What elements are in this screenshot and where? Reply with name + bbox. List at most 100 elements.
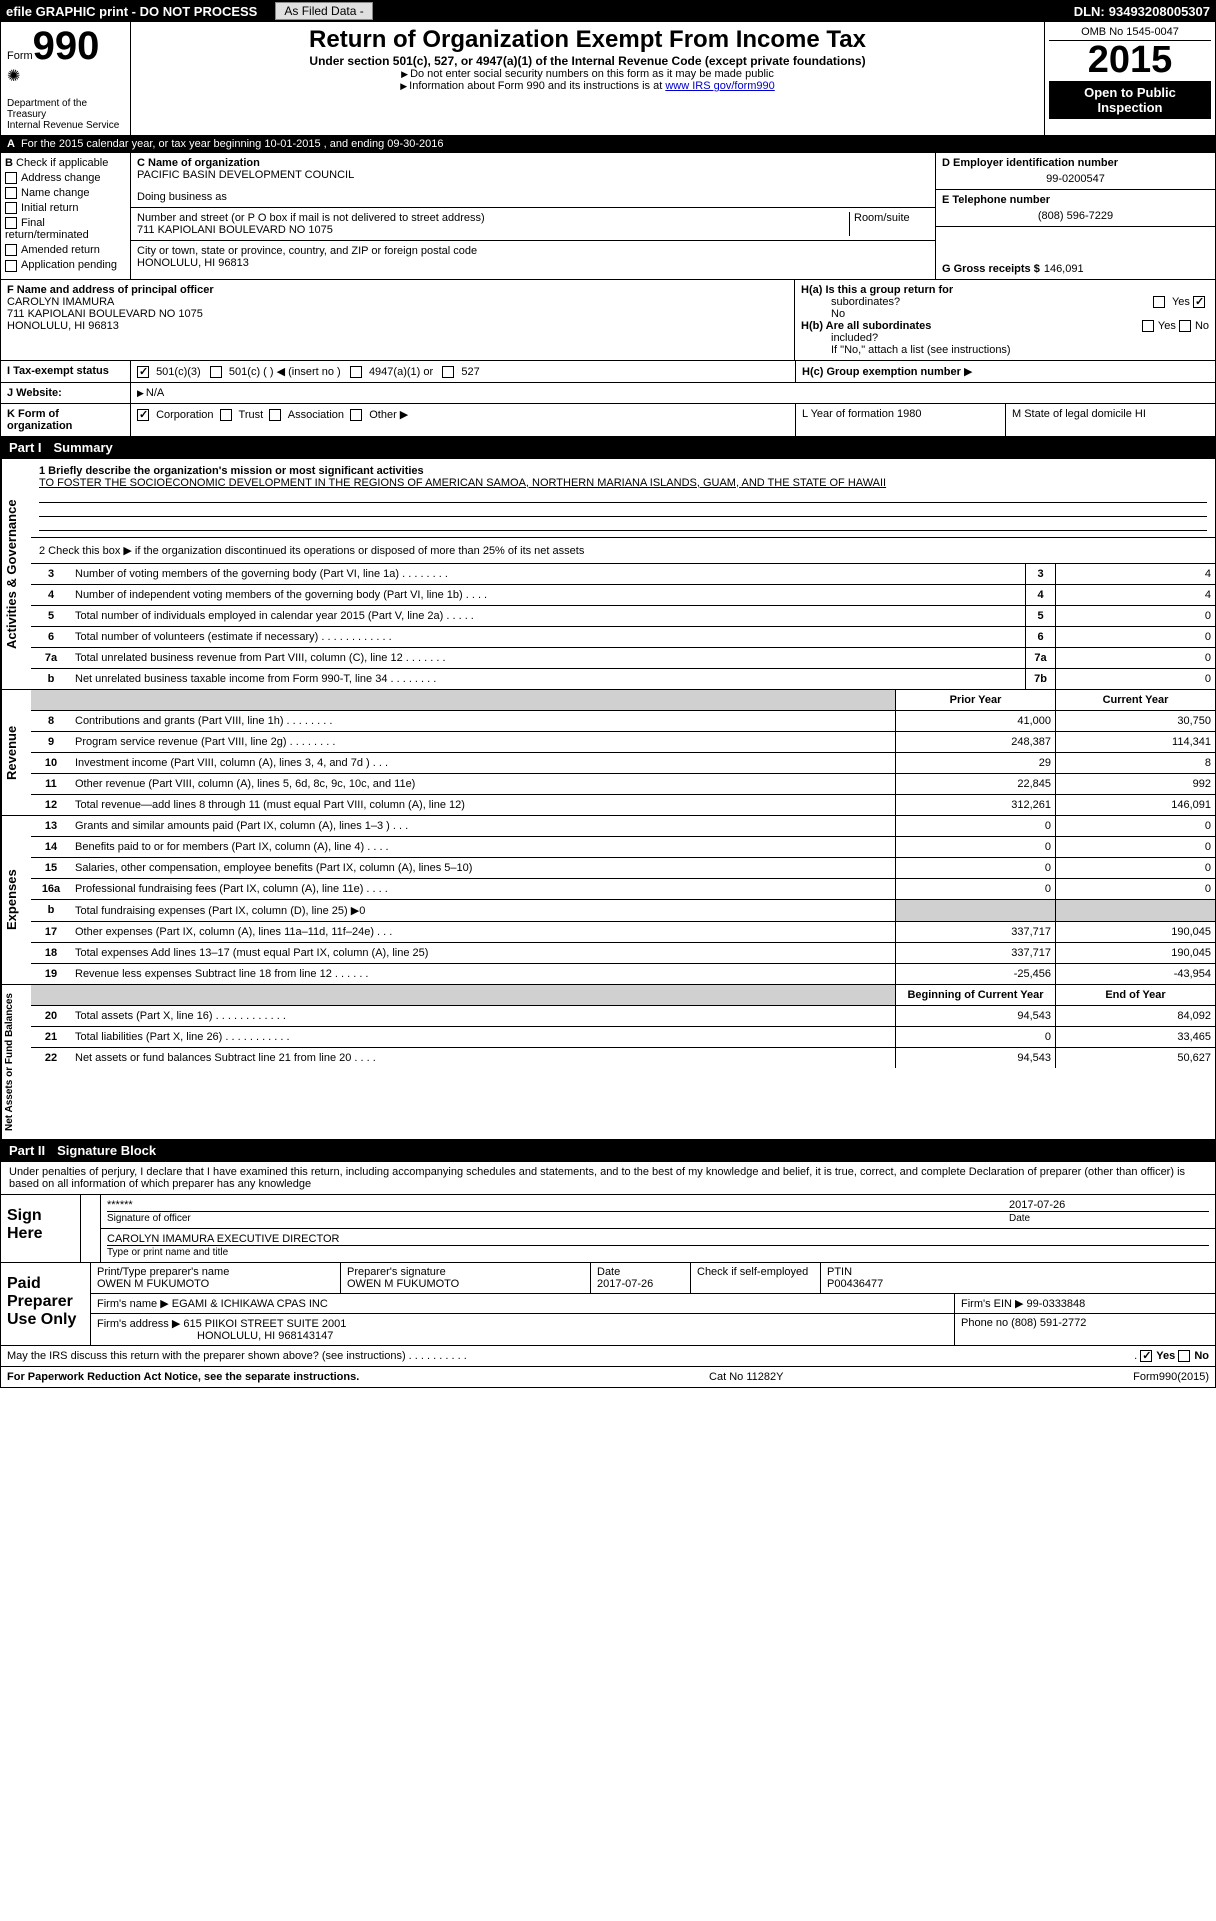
formorg-row: K Form of organization Corporation Trust… — [0, 404, 1216, 437]
preparer-block: Paid Preparer Use Only Print/Type prepar… — [0, 1263, 1216, 1346]
section-b: B Check if applicable Address change Nam… — [1, 153, 131, 279]
hb-note: If "No," attach a list (see instructions… — [801, 344, 1209, 356]
ha-sub: subordinates? — [831, 296, 900, 308]
k-assoc: Association — [288, 409, 344, 421]
footer-mid: Cat No 11282Y — [709, 1371, 783, 1383]
b-opt-1: Name change — [21, 187, 90, 199]
summary-line: 11Other revenue (Part VIII, column (A), … — [31, 774, 1215, 795]
revenue-section: Revenue Prior Year Current Year 8Contrib… — [0, 690, 1216, 816]
warn-2-pre: Information about Form 990 and its instr… — [409, 80, 665, 92]
activities-vert-label: Activities & Governance — [1, 459, 31, 689]
summary-line: 19Revenue less expenses Subtract line 18… — [31, 964, 1215, 984]
k-trust: Trust — [239, 409, 264, 421]
summary-line: 18Total expenses Add lines 13–17 (must e… — [31, 943, 1215, 964]
prep-sig-label: Preparer's signature — [347, 1266, 584, 1278]
b-opt-5: Application pending — [21, 259, 117, 271]
end-year-header: End of Year — [1055, 985, 1215, 1005]
activities-section: Activities & Governance 1 Briefly descri… — [0, 459, 1216, 690]
officer-block: F Name and address of principal officer … — [0, 280, 1216, 361]
summary-line: 6Total number of volunteers (estimate if… — [31, 627, 1215, 648]
summary-line: 8Contributions and grants (Part VIII, li… — [31, 711, 1215, 732]
discuss-row: May the IRS discuss this return with the… — [0, 1346, 1216, 1367]
i-label: I Tax-exempt status — [1, 361, 131, 382]
summary-line: 22Net assets or fund balances Subtract l… — [31, 1048, 1215, 1068]
summary-line: 16aProfessional fundraising fees (Part I… — [31, 879, 1215, 900]
part1-title: Summary — [54, 440, 113, 455]
summary-line: bTotal fundraising expenses (Part IX, co… — [31, 900, 1215, 922]
ptin: P00436477 — [827, 1278, 1209, 1290]
right-info-col: D Employer identification number 99-0200… — [935, 153, 1215, 279]
tax-insert: (insert no ) — [288, 366, 341, 378]
e-label: E Telephone number — [942, 194, 1209, 206]
prep-name-label: Print/Type preparer's name — [97, 1266, 334, 1278]
title-box: Return of Organization Exempt From Incom… — [131, 22, 1045, 135]
officer-name-title: CAROLYN IMAMURA EXECUTIVE DIRECTOR — [107, 1233, 1209, 1245]
summary-line: bNet unrelated business taxable income f… — [31, 669, 1215, 689]
summary-line: 4Number of independent voting members of… — [31, 585, 1215, 606]
footer-left: For Paperwork Reduction Act Notice, see … — [7, 1371, 359, 1383]
year-box: OMB No 1545-0047 2015 Open to Public Ins… — [1045, 22, 1215, 135]
b-opt-3: Final return/terminated — [5, 217, 89, 241]
phone: (808) 596-7229 — [942, 206, 1209, 222]
form-label: Form — [7, 50, 33, 62]
summary-line: 10Investment income (Part VIII, column (… — [31, 753, 1215, 774]
website-row: J Website: N/A — [0, 383, 1216, 404]
k-corp: Corporation — [156, 409, 213, 421]
summary-line: 13Grants and similar amounts paid (Part … — [31, 816, 1215, 837]
sig-date-label: Date — [1009, 1211, 1209, 1224]
tax-501c3: 501(c)(3) — [156, 366, 201, 378]
website-value: N/A — [146, 387, 164, 399]
b-opt-4: Amended return — [21, 244, 100, 256]
summary-line: 15Salaries, other compensation, employee… — [31, 858, 1215, 879]
efile-label: efile GRAPHIC print - DO NOT PROCESS — [6, 4, 257, 19]
dept-2: Treasury — [7, 109, 124, 120]
irs-link[interactable]: www IRS gov/form990 — [665, 80, 774, 92]
dept-1: Department of the — [7, 98, 124, 109]
public-inspection: Open to Public Inspection — [1049, 81, 1211, 119]
gross-receipts: 146,091 — [1044, 263, 1084, 275]
line-a: A For the 2015 calendar year, or tax yea… — [0, 136, 1216, 153]
revenue-vert-label: Revenue — [1, 690, 31, 815]
expenses-vert-label: Expenses — [1, 816, 31, 984]
footer: For Paperwork Reduction Act Notice, see … — [0, 1367, 1216, 1388]
netassets-vert-label: Net Assets or Fund Balances — [1, 985, 31, 1139]
c-label: C Name of organization — [137, 157, 929, 169]
prep-date: 2017-07-26 — [597, 1278, 684, 1290]
b-opt-0: Address change — [21, 172, 101, 184]
summary-line: 20Total assets (Part X, line 16) . . . .… — [31, 1006, 1215, 1027]
dln-value: 93493208005307 — [1109, 4, 1210, 19]
hc-label: H(c) Group exemption number — [802, 366, 961, 378]
part2-title: Signature Block — [57, 1143, 156, 1158]
tax-501c: 501(c) ( ) — [229, 366, 274, 378]
k-label: K Form of organization — [1, 404, 131, 436]
b-opt-2: Initial return — [21, 202, 78, 214]
tax-527: 527 — [461, 366, 479, 378]
org-name: PACIFIC BASIN DEVELOPMENT COUNCIL — [137, 169, 929, 181]
sig-officer-label: Signature of officer — [107, 1211, 1009, 1224]
summary-line: 9Program service revenue (Part VIII, lin… — [31, 732, 1215, 753]
dba-label: Doing business as — [137, 191, 929, 203]
form-header: Form990 ✺ Department of the Treasury Int… — [0, 22, 1216, 136]
dln-label: DLN: — [1074, 4, 1105, 19]
part2-label: Part II — [9, 1143, 45, 1158]
firm-addr2: HONOLULU, HI 968143147 — [97, 1330, 948, 1342]
j-label: J Website: — [1, 383, 131, 403]
asfiled-btn[interactable]: As Filed Data - — [275, 2, 372, 20]
discuss-no: No — [1194, 1350, 1209, 1362]
hb-no: No — [1195, 320, 1209, 332]
b-header: Check if applicable — [16, 157, 108, 169]
officer-name: CAROLYN IMAMURA — [7, 296, 788, 308]
prep-sig: OWEN M FUKUMOTO — [347, 1278, 584, 1290]
summary-line: 21Total liabilities (Part X, line 26) . … — [31, 1027, 1215, 1048]
org-info-block: B Check if applicable Address change Nam… — [0, 153, 1216, 280]
expenses-section: Expenses 13Grants and similar amounts pa… — [0, 816, 1216, 985]
name-title-label: Type or print name and title — [107, 1245, 1209, 1258]
l-formation: L Year of formation 1980 — [795, 404, 1005, 436]
summary-line: 7aTotal unrelated business revenue from … — [31, 648, 1215, 669]
discuss-yes: Yes — [1156, 1350, 1175, 1362]
firm-name: Firm's name ▶ EGAMI & ICHIKAWA CPAS INC — [91, 1294, 955, 1313]
org-address: 711 KAPIOLANI BOULEVARD NO 1075 — [137, 224, 849, 236]
ein: 99-0200547 — [942, 169, 1209, 185]
summary-line: 12Total revenue—add lines 8 through 11 (… — [31, 795, 1215, 815]
sign-here-label: Sign Here — [1, 1195, 81, 1262]
